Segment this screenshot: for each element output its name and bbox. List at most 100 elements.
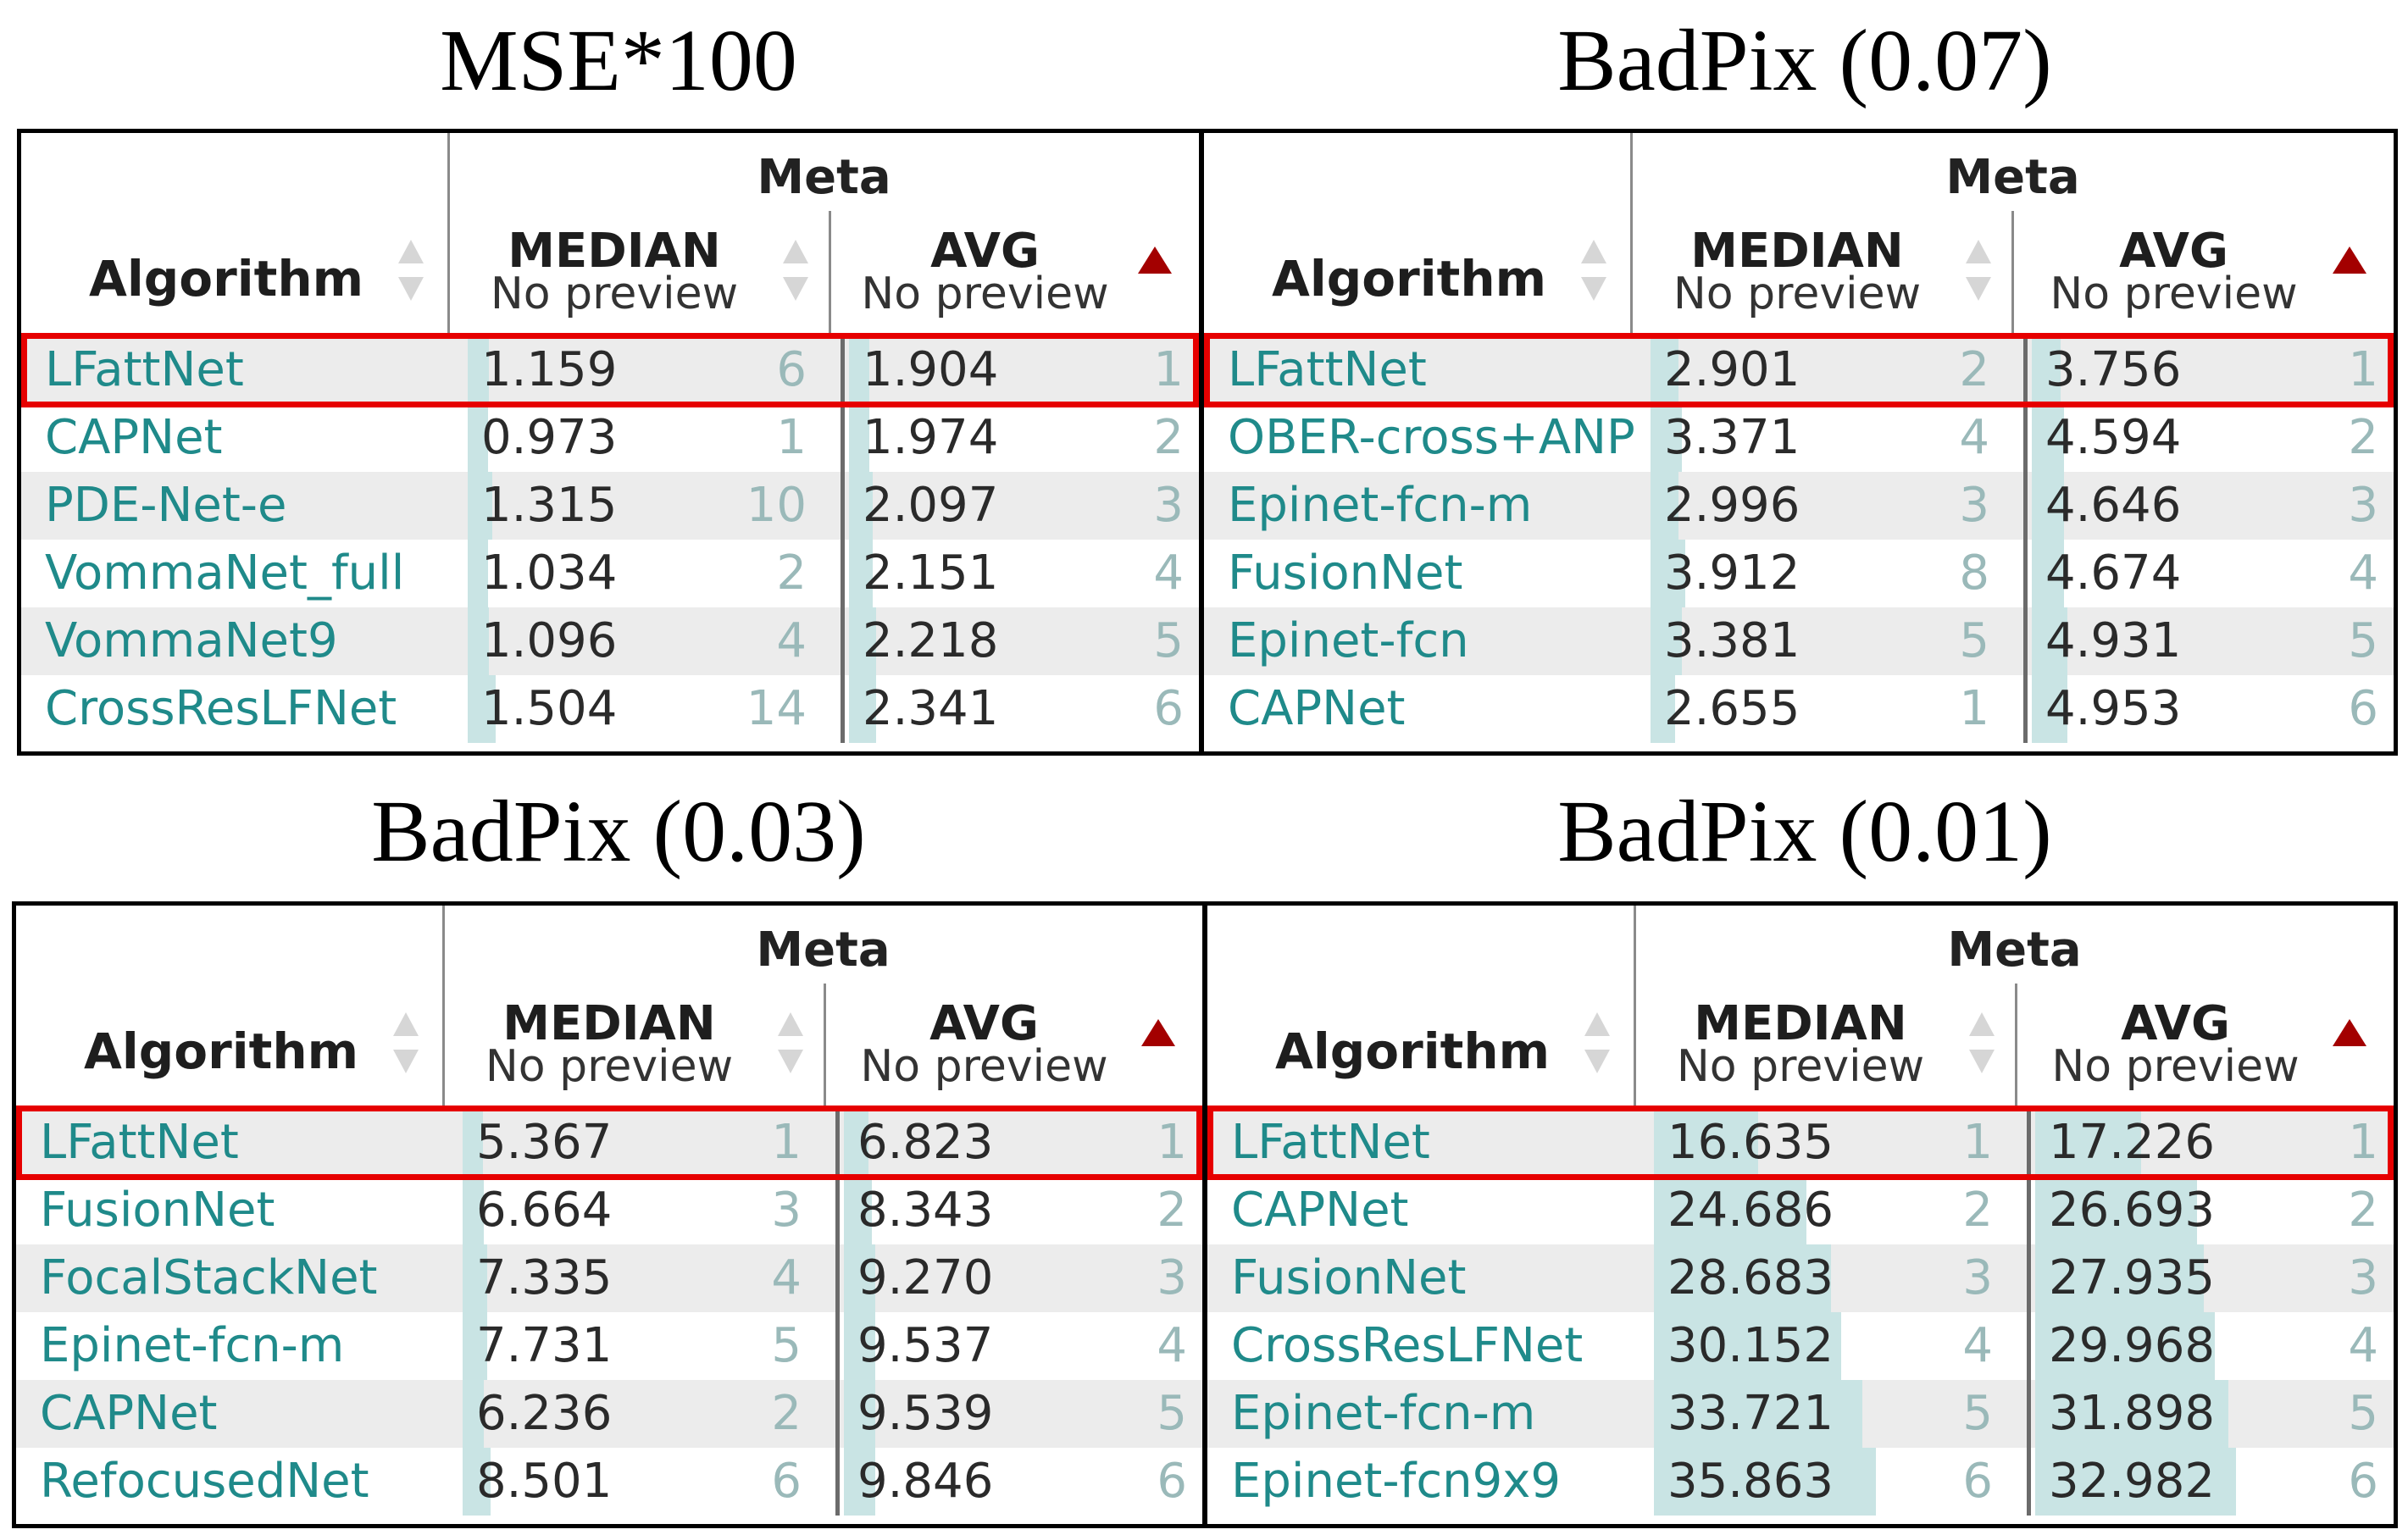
avg-value: 1.904 (863, 342, 999, 397)
algorithm-link[interactable]: Epinet-fcn9x9 (1231, 1454, 1561, 1509)
algorithm-link[interactable]: LFattNet (1231, 1115, 1430, 1170)
algorithm-link[interactable]: CrossResLFNet (45, 681, 397, 736)
sort-icon[interactable] (391, 1012, 420, 1080)
median-value: 3.912 (1664, 546, 1800, 601)
algorithm-link[interactable]: VommaNet_full (45, 546, 405, 601)
algorithm-link[interactable]: FusionNet (40, 1183, 275, 1238)
median-cell: 6.236 2 (463, 1380, 810, 1448)
algorithm-link[interactable]: Epinet-fcn (1228, 613, 1469, 668)
sort-icon[interactable] (781, 240, 810, 308)
median-rank: 1 (771, 1115, 802, 1170)
median-value: 1.159 (481, 342, 618, 397)
median-value: 2.901 (1664, 342, 1800, 397)
median-column-header[interactable]: MEDIAN No preview (1644, 1000, 1957, 1089)
avg-cell: 1.974 2 (841, 404, 1192, 472)
avg-cell: 2.151 4 (841, 540, 1192, 607)
algorithm-link[interactable]: FusionNet (1231, 1250, 1467, 1305)
median-label: MEDIAN (502, 996, 716, 1051)
meta-group-label: Meta (756, 923, 891, 978)
algorithm-link[interactable]: LFattNet (40, 1115, 239, 1170)
median-bar (463, 1109, 483, 1177)
sort-icon[interactable] (397, 240, 425, 308)
avg-rank: 2 (2348, 1183, 2378, 1238)
avg-column-header[interactable]: AVG No preview (839, 228, 1131, 319)
median-cell: 3.912 8 (1651, 540, 1998, 607)
algorithm-link[interactable]: CrossResLFNet (1231, 1318, 1584, 1373)
sort-icon[interactable] (1967, 1012, 1996, 1080)
avg-value: 9.539 (857, 1386, 994, 1441)
avg-cell: 3.756 1 (2023, 336, 2387, 404)
avg-value: 2.097 (863, 478, 999, 533)
avg-value: 9.537 (857, 1318, 994, 1373)
algorithm-link[interactable]: Epinet-fcn-m (40, 1318, 345, 1373)
median-rank: 2 (1959, 342, 1989, 397)
sort-ascending-icon[interactable] (1138, 247, 1172, 274)
median-column-header[interactable]: MEDIAN No preview (1640, 224, 1954, 317)
avg-rank: 5 (2348, 613, 2378, 668)
median-rank: 4 (771, 1250, 802, 1305)
algorithm-link[interactable]: CAPNet (1231, 1183, 1409, 1238)
median-bar (463, 1177, 484, 1244)
avg-bar (2032, 675, 2067, 743)
avg-column-header[interactable]: AVG No preview (2022, 228, 2326, 317)
algorithm-column-header[interactable]: Algorithm (1275, 1022, 1551, 1080)
sort-icon[interactable] (1579, 240, 1608, 308)
algorithm-link[interactable]: Epinet-fcn-m (1231, 1386, 1536, 1441)
sort-ascending-icon[interactable] (2333, 247, 2366, 274)
sort-icon[interactable] (1583, 1012, 1612, 1080)
avg-cell: 31.898 5 (2027, 1380, 2387, 1448)
algorithm-link[interactable]: CAPNet (45, 410, 223, 465)
avg-rank: 6 (2348, 681, 2378, 736)
algorithm-link[interactable]: FusionNet (1228, 546, 1463, 601)
algorithm-column-header[interactable]: Algorithm (1272, 250, 1547, 308)
median-value: 1.315 (481, 478, 618, 533)
median-cell: 1.034 2 (468, 540, 815, 607)
avg-rank: 1 (1153, 342, 1184, 397)
algorithm-column-header[interactable]: Algorithm (84, 1022, 359, 1080)
algorithm-link[interactable]: FocalStackNet (40, 1250, 378, 1305)
median-bar (1651, 675, 1675, 743)
avg-value: 2.151 (863, 546, 999, 601)
sort-icon[interactable] (1964, 240, 1993, 308)
algorithm-link[interactable]: OBER-cross+ANP (1228, 410, 1635, 465)
median-rank: 3 (1959, 478, 1989, 533)
sort-ascending-icon[interactable] (2333, 1019, 2366, 1046)
median-column-header[interactable]: MEDIAN No preview (458, 228, 771, 317)
median-cell: 2.655 1 (1651, 675, 1998, 743)
sort-icon[interactable] (776, 1012, 805, 1080)
avg-column-header[interactable]: AVG No preview (834, 1000, 1135, 1089)
median-bar (463, 1380, 484, 1448)
table-row: CrossResLFNet 30.152 4 29.968 4 (1207, 1312, 2394, 1380)
median-rank: 10 (746, 478, 807, 533)
algorithm-link[interactable]: RefocusedNet (40, 1454, 369, 1509)
median-cell: 0.973 1 (468, 404, 815, 472)
table-row: CAPNet 6.236 2 9.539 5 (16, 1380, 1202, 1448)
algorithm-link[interactable]: CAPNet (1228, 681, 1406, 736)
column-separator (2011, 211, 2014, 333)
median-value: 28.683 (1667, 1250, 1834, 1305)
algorithm-link[interactable]: VommaNet9 (45, 613, 338, 668)
avg-value: 4.674 (2045, 546, 2182, 601)
median-label: MEDIAN (1690, 224, 1904, 279)
algorithm-link[interactable]: LFattNet (45, 342, 244, 397)
avg-label: AVG (2121, 996, 2230, 1051)
table-row: Epinet-fcn 3.381 5 4.931 5 (1204, 607, 2394, 675)
median-bar (1651, 404, 1682, 472)
avg-column-header[interactable]: AVG No preview (2025, 1000, 2326, 1089)
column-separator (1630, 133, 1633, 333)
algorithm-column-header[interactable]: Algorithm (89, 250, 364, 308)
no-preview-label: No preview (861, 269, 1109, 319)
avg-bar (844, 1448, 876, 1516)
algorithm-link[interactable]: CAPNet (40, 1386, 218, 1441)
median-value: 30.152 (1667, 1318, 1834, 1373)
algorithm-link[interactable]: PDE-Net-e (45, 478, 287, 533)
column-separator (2015, 984, 2017, 1106)
median-column-header[interactable]: MEDIAN No preview (452, 1000, 766, 1089)
algorithm-link[interactable]: LFattNet (1228, 342, 1427, 397)
median-value: 6.664 (476, 1183, 613, 1238)
avg-value: 17.226 (2049, 1115, 2215, 1170)
algorithm-link[interactable]: Epinet-fcn-m (1228, 478, 1533, 533)
avg-cell: 9.537 4 (835, 1312, 1196, 1380)
avg-cell-rule (2023, 404, 2028, 472)
sort-ascending-icon[interactable] (1141, 1019, 1175, 1046)
